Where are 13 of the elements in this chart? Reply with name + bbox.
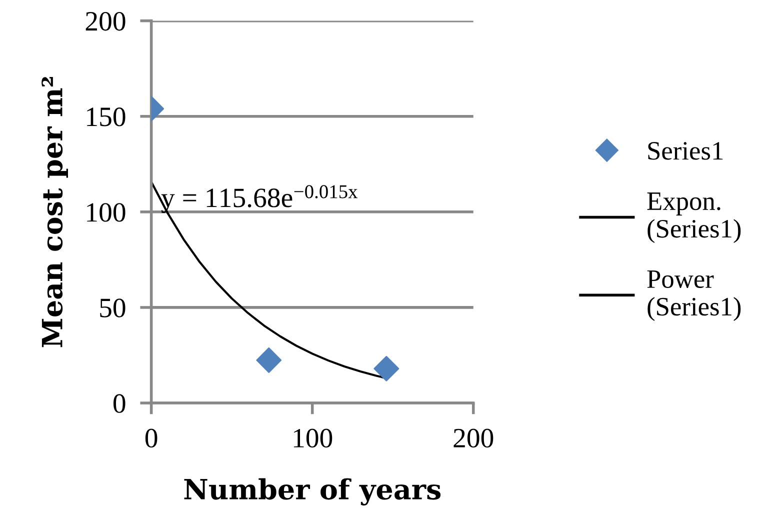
y-tick-label: 50 [100, 298, 126, 318]
y-tick-label: 200 [86, 12, 126, 31]
legend-label: Power (Series1) [647, 270, 741, 321]
legend-label: Series1 [648, 142, 723, 160]
y-tick-label: 150 [87, 108, 126, 126]
y-axis-title: Mean cost per m² [42, 77, 68, 348]
legend-label: Expon. (Series1) [647, 192, 741, 244]
x-tick-label: 0 [145, 428, 158, 448]
x-axis-title: Number of years [184, 478, 441, 506]
y-tick-label: 100 [87, 203, 126, 222]
x-tick-label: 100 [294, 428, 332, 448]
y-tick-label: 0 [113, 394, 126, 413]
x-tick-label: 200 [454, 428, 494, 448]
